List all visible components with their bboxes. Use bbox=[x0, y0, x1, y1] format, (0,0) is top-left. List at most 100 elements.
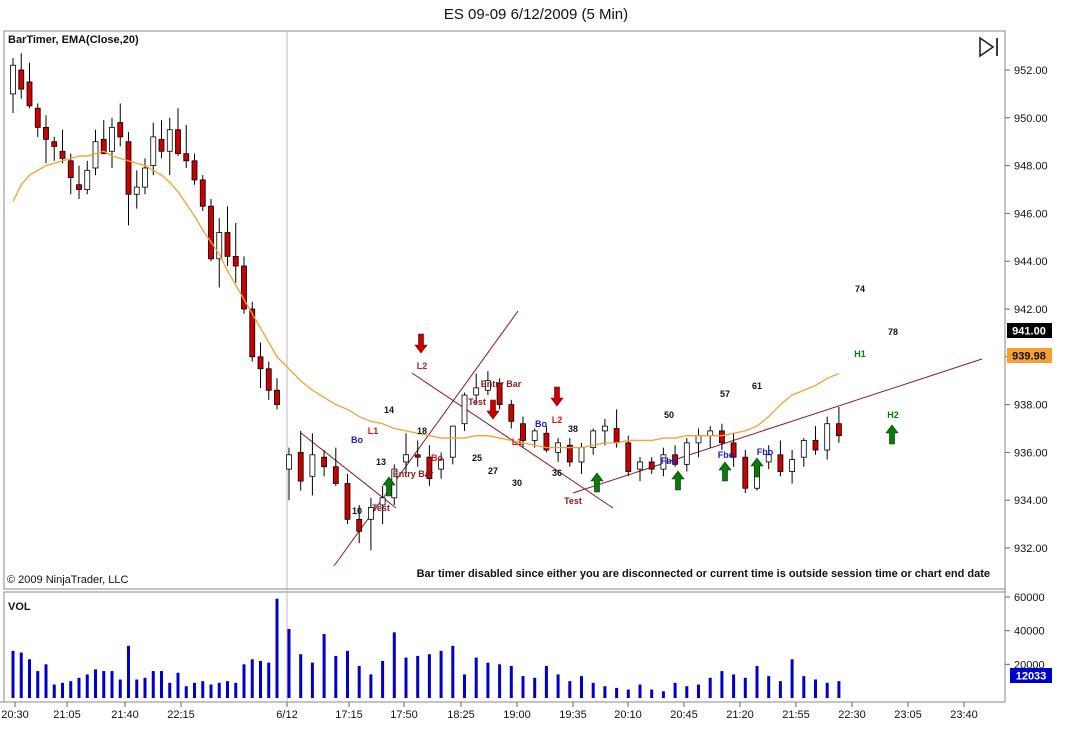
x-tick-label: 21:20 bbox=[726, 709, 754, 721]
chart-annotation: 18 bbox=[417, 426, 427, 436]
candle bbox=[742, 450, 749, 494]
arrow-up-icon bbox=[671, 470, 685, 491]
volume-bar bbox=[509, 666, 513, 698]
x-tick-label: 21:40 bbox=[111, 709, 139, 721]
candle bbox=[637, 457, 643, 482]
last-price-marker: 941.00 bbox=[1007, 323, 1052, 338]
candle bbox=[403, 433, 409, 474]
x-tick-label: 20:45 bbox=[670, 709, 698, 721]
trendline bbox=[572, 358, 983, 494]
volume-bar bbox=[837, 681, 841, 698]
volume-bar bbox=[603, 686, 607, 698]
play-icon[interactable] bbox=[979, 36, 998, 58]
candle bbox=[166, 117, 173, 176]
candle bbox=[286, 447, 292, 501]
volume-bar bbox=[732, 674, 736, 698]
candle bbox=[199, 175, 206, 212]
svg-text:939.98: 939.98 bbox=[1012, 351, 1046, 363]
volume-bar bbox=[168, 682, 172, 698]
volume-bar bbox=[498, 664, 502, 698]
volume-bar bbox=[217, 682, 221, 698]
volume-bar bbox=[439, 650, 443, 698]
volume-bar bbox=[814, 679, 817, 698]
volume-bar bbox=[802, 676, 806, 698]
chart-annotation: Test bbox=[372, 503, 390, 513]
candle bbox=[297, 430, 304, 491]
volume-bar bbox=[392, 632, 396, 698]
volume-bar bbox=[708, 677, 712, 698]
candle bbox=[10, 58, 16, 114]
chart-annotation: Fbo bbox=[718, 450, 735, 460]
volume-bar bbox=[102, 671, 106, 698]
y-tick-label: 936.00 bbox=[1014, 447, 1048, 459]
volume-bar bbox=[591, 682, 595, 698]
arrow-down-icon bbox=[486, 399, 500, 420]
candle bbox=[648, 457, 655, 474]
candle bbox=[496, 378, 503, 410]
arrow-up-icon bbox=[750, 457, 764, 478]
x-axis-ticks: 20:30 21:05 21:40 22:15 6/12 17:15 17:50 18:25 1… bbox=[1, 702, 978, 721]
arrow-down-icon bbox=[550, 386, 564, 407]
chart-annotation: Fbo bbox=[757, 447, 774, 457]
volume-bar bbox=[661, 691, 665, 698]
chart-annotation: L2 bbox=[552, 415, 563, 425]
volume-bar bbox=[790, 659, 794, 698]
volume-bar bbox=[626, 689, 630, 698]
candle bbox=[92, 129, 99, 176]
candle bbox=[438, 452, 445, 479]
candle bbox=[18, 53, 25, 99]
volume-bar bbox=[209, 684, 213, 698]
x-tick-label: 17:50 bbox=[390, 709, 418, 721]
candle bbox=[414, 440, 421, 467]
x-tick-label: 21:05 bbox=[53, 709, 81, 721]
candle bbox=[765, 445, 772, 470]
trendline bbox=[333, 310, 519, 567]
volume-bar bbox=[184, 686, 188, 698]
volume-bar bbox=[160, 671, 163, 698]
volume-bar bbox=[638, 684, 642, 698]
volume-bar bbox=[52, 684, 56, 698]
candle bbox=[117, 103, 124, 147]
volume-bar bbox=[416, 655, 420, 698]
candle bbox=[26, 62, 33, 109]
volume-bar bbox=[369, 674, 373, 698]
copyright-text: © 2009 NinjaTrader, LLC bbox=[7, 574, 128, 586]
candle bbox=[555, 438, 561, 462]
x-tick-label: 20:30 bbox=[1, 709, 29, 721]
candle bbox=[84, 160, 91, 195]
x-tick-label: 23:05 bbox=[894, 709, 922, 721]
chart-annotation: Test bbox=[468, 397, 486, 407]
chart-annotation: 13 bbox=[376, 457, 386, 467]
candle bbox=[274, 378, 280, 410]
volume-bar bbox=[755, 666, 759, 698]
candle bbox=[249, 301, 256, 362]
candle bbox=[59, 129, 66, 164]
candle bbox=[660, 447, 667, 477]
candle bbox=[208, 199, 214, 262]
chart-annotation: 57 bbox=[720, 389, 730, 399]
candle bbox=[508, 399, 515, 429]
svg-text:941.00: 941.00 bbox=[1012, 326, 1046, 338]
candle bbox=[125, 132, 132, 226]
signal-arrows bbox=[382, 333, 899, 497]
chart-annotation: Bo bbox=[351, 435, 363, 445]
x-tick-label: 21:55 bbox=[782, 709, 810, 721]
price-panel bbox=[3, 30, 1006, 590]
candle bbox=[625, 435, 632, 477]
candle bbox=[379, 485, 386, 525]
chart-annotation: H2 bbox=[887, 410, 899, 420]
volume-bar bbox=[451, 645, 455, 698]
candle bbox=[67, 153, 74, 195]
candle bbox=[602, 418, 608, 446]
arrow-up-icon bbox=[718, 461, 732, 482]
volume-bar bbox=[267, 662, 271, 698]
chart-annotation: 14 bbox=[384, 405, 394, 415]
volume-bar bbox=[77, 677, 81, 698]
y-axis-ticks: 952.00950.00948.00946.00944.00942.00940.… bbox=[1005, 65, 1048, 555]
x-tick-label: 6/12 bbox=[276, 709, 297, 721]
chart-annotation: 74 bbox=[855, 284, 865, 294]
chart-annotation: L2 bbox=[417, 361, 428, 371]
y-tick-label: 948.00 bbox=[1014, 161, 1048, 173]
